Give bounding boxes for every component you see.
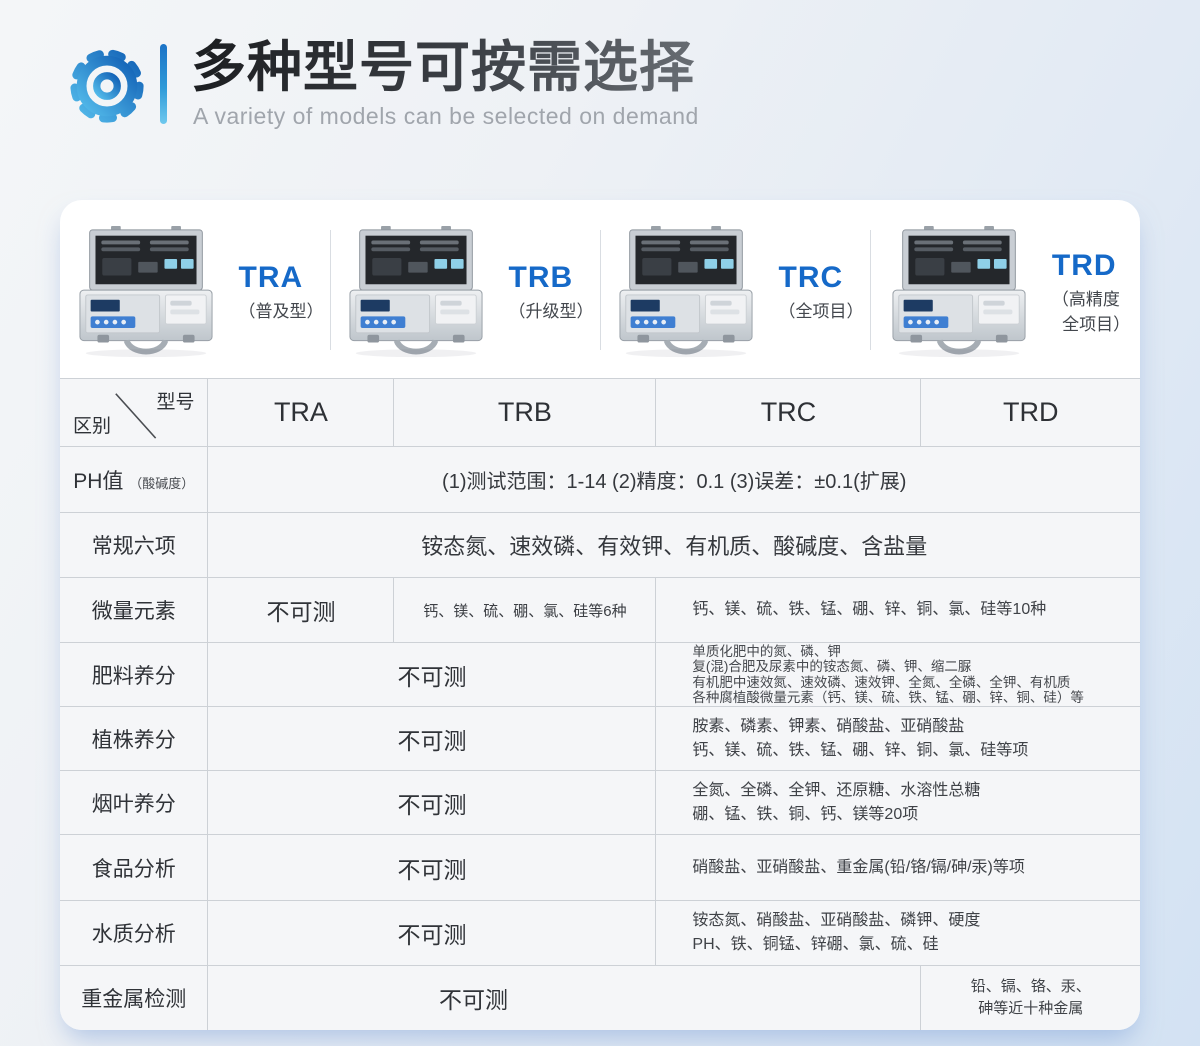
column-header-trb: TRB <box>393 378 657 447</box>
corner-label-category: 区别 <box>73 416 112 437</box>
table-cell: 全氮、全磷、全钾、还原糖、水溶性总糖 硼、锰、铁、铜、钙、镁等20项 <box>655 770 1140 835</box>
row-label-routine: 常规六项 <box>60 512 209 578</box>
page-subtitle: A variety of models can be selected on d… <box>193 102 699 129</box>
product-image-trb <box>337 225 495 361</box>
table-cell: (1)测试范围：1-14 (2)精度：0.1 (3)误差：±0.1(扩展) <box>207 446 1140 513</box>
column-header-tra: TRA <box>207 378 395 447</box>
table-cell: 不可测 <box>207 642 657 707</box>
column-header-trc: TRC <box>655 378 922 447</box>
table-row: 食品分析 不可测 硝酸盐、亚硝酸盐、重金属(铅/铬/镉/砷/汞)等项 <box>60 834 1140 901</box>
row-label-ph: PH值 （酸碱度） <box>60 446 209 513</box>
corner-cell: 型号 区别 <box>60 378 209 447</box>
table-cell: 不可测 <box>207 900 657 966</box>
gear-icon <box>70 49 144 123</box>
product-type: （普及型） <box>238 302 324 322</box>
page-title: 多种型号可按需选择 <box>191 37 699 99</box>
product-trd: TRD （高精度 全项目） <box>870 200 1140 378</box>
table-row: 烟叶养分 不可测 全氮、全磷、全钾、还原糖、水溶性总糖 硼、锰、铁、铜、钙、镁等… <box>60 770 1140 835</box>
product-name: TRC <box>778 261 844 295</box>
table-row: 微量元素 不可测 钙、镁、硫、硼、氯、硅等6种 钙、镁、硫、铁、锰、硼、锌、铜、… <box>60 577 1140 643</box>
table-cell: 不可测 <box>207 965 922 1030</box>
header-accent-bar <box>160 44 167 124</box>
row-label-plant: 植株养分 <box>60 706 209 771</box>
row-label-tobacco: 烟叶养分 <box>60 770 209 835</box>
table-cell: 硝酸盐、亚硝酸盐、重金属(铅/铬/镉/砷/汞)等项 <box>655 834 1140 901</box>
product-trb: TRB （升级型） <box>330 200 600 378</box>
table-cell: 铅、镉、铬、汞、 砷等近十种金属 <box>920 965 1140 1030</box>
table-row: 水质分析 不可测 铵态氮、硝酸盐、亚硝酸盐、磷钾、硬度 PH、铁、铜锰、锌硼、氯… <box>60 900 1140 966</box>
table-row: 常规六项 铵态氮、速效磷、有效钾、有机质、酸碱度、含盐量 <box>60 512 1140 578</box>
product-type: （高精度 全项目） <box>1051 289 1131 335</box>
product-tra: TRA （普及型） <box>60 200 330 378</box>
product-type: （全项目） <box>778 302 864 322</box>
product-image-trc <box>607 225 765 361</box>
row-label-water: 水质分析 <box>60 900 209 966</box>
product-name: TRB <box>508 261 574 295</box>
product-image-trd <box>880 225 1038 361</box>
product-strip: TRA （普及型） TRB （升级型） TRC （ <box>60 200 1140 378</box>
table-cell: 不可测 <box>207 706 657 771</box>
corner-label-model: 型号 <box>156 392 195 413</box>
page-header: 多种型号可按需选择 A variety of models can be sel… <box>0 0 1200 162</box>
column-header-trd: TRD <box>920 378 1140 447</box>
table-row: 肥料养分 不可测 单质化肥中的氮、磷、钾 复(混)合肥及尿素中的铵态氮、磷、钾、… <box>60 642 1140 707</box>
table-cell: 钙、镁、硫、硼、氯、硅等6种 <box>393 577 657 643</box>
table-header-row: 型号 区别 TRA TRB TRC TRD <box>60 378 1140 447</box>
table-cell: 不可测 <box>207 834 657 901</box>
row-label-fertilizer: 肥料养分 <box>60 642 209 707</box>
table-cell: 胺素、磷素、钾素、硝酸盐、亚硝酸盐 钙、镁、硫、铁、锰、硼、锌、铜、氯、硅等项 <box>655 706 1140 771</box>
table-cell: 不可测 <box>207 577 395 643</box>
comparison-table: 型号 区别 TRA TRB TRC TRD PH值 （酸碱度） (1)测试范围：… <box>60 378 1140 1030</box>
diagonal-line <box>115 393 157 439</box>
row-label-food: 食品分析 <box>60 834 209 901</box>
product-name: TRD <box>1051 248 1117 282</box>
product-trc: TRC （全项目） <box>600 200 870 378</box>
table-cell: 钙、镁、硫、铁、锰、硼、锌、铜、氯、硅等10种 <box>655 577 1140 643</box>
table-cell: 铵态氮、硝酸盐、亚硝酸盐、磷钾、硬度 PH、铁、铜锰、锌硼、氯、硫、硅 <box>655 900 1140 966</box>
table-cell: 不可测 <box>207 770 657 835</box>
table-row: 重金属检测 不可测 铅、镉、铬、汞、 砷等近十种金属 <box>60 965 1140 1030</box>
product-type: （升级型） <box>508 302 594 322</box>
table-cell: 单质化肥中的氮、磷、钾 复(混)合肥及尿素中的铵态氮、磷、钾、缩二脲 有机肥中速… <box>655 642 1140 707</box>
table-cell: 铵态氮、速效磷、有效钾、有机质、酸碱度、含盐量 <box>207 512 1140 578</box>
product-image-tra <box>67 225 225 361</box>
row-label-heavy-metal: 重金属检测 <box>60 965 209 1030</box>
table-row: PH值 （酸碱度） (1)测试范围：1-14 (2)精度：0.1 (3)误差：±… <box>60 446 1140 513</box>
table-row: 植株养分 不可测 胺素、磷素、钾素、硝酸盐、亚硝酸盐 钙、镁、硫、铁、锰、硼、锌… <box>60 706 1140 771</box>
row-label-trace-elements: 微量元素 <box>60 577 209 643</box>
product-name: TRA <box>238 261 304 295</box>
model-comparison-card: TRA （普及型） TRB （升级型） TRC （ <box>60 200 1140 1030</box>
